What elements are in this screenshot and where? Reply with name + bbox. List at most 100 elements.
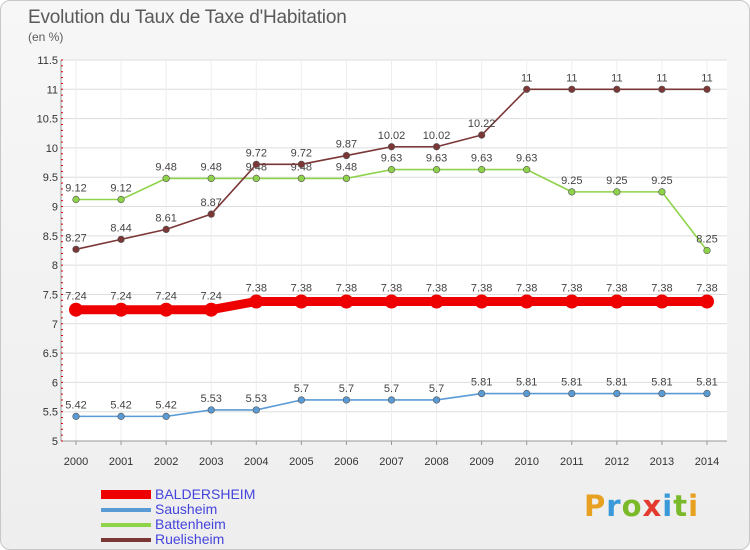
logo-letter: P	[584, 489, 607, 523]
data-point	[252, 174, 260, 183]
data-point	[162, 412, 170, 420]
data-point	[658, 389, 666, 398]
x-tick-label: 2002	[154, 456, 178, 468]
y-tick-label: 6.5	[43, 348, 58, 360]
data-point	[387, 143, 396, 151]
data-label: 5.81	[651, 377, 672, 389]
data-point	[568, 188, 576, 196]
y-tick-label: 5.5	[43, 407, 58, 419]
legend-label: Ruelisheim	[155, 531, 225, 547]
data-label: 7.38	[516, 282, 537, 294]
logo-letter: i	[662, 489, 674, 523]
data-label: 11	[656, 72, 667, 84]
data-label: 8.25	[696, 234, 717, 246]
data-point	[72, 195, 80, 204]
data-label: 5.81	[696, 377, 717, 389]
data-label: 9.72	[246, 147, 267, 159]
data-point	[339, 294, 354, 309]
data-point	[474, 294, 489, 309]
chart-subtitle: (en %)	[28, 30, 64, 44]
data-point	[568, 389, 576, 398]
data-label: 8.27	[65, 232, 86, 244]
data-label: 5.7	[429, 383, 444, 395]
data-point	[478, 389, 486, 398]
data-point	[252, 160, 260, 168]
data-point	[519, 294, 534, 309]
x-tick-label: 2004	[244, 456, 268, 468]
data-label: 9.72	[291, 147, 312, 159]
data-point	[117, 195, 125, 204]
data-point	[387, 396, 396, 404]
legend-item: Ruelisheim	[101, 532, 255, 547]
data-point	[654, 294, 669, 309]
data-point	[207, 210, 215, 218]
data-label: 7.38	[651, 282, 672, 294]
data-point	[478, 131, 486, 139]
data-label: 9.63	[471, 153, 492, 165]
x-tick-label: 2009	[469, 456, 493, 468]
logo-letter: o	[621, 489, 643, 523]
y-tick-label: 11.5	[37, 55, 58, 67]
data-label: 9.12	[65, 183, 86, 195]
x-tick-label: 2013	[650, 456, 674, 468]
y-tick-label: 8.5	[43, 231, 58, 243]
data-label: 5.81	[516, 377, 537, 389]
data-point	[117, 235, 125, 243]
data-label: 9.25	[561, 175, 582, 187]
data-label: 7.24	[110, 291, 131, 303]
x-tick-label: 2001	[109, 456, 133, 468]
y-tick-label: 5	[52, 436, 58, 448]
data-label: 5.7	[294, 383, 309, 395]
data-label: 9.63	[516, 153, 537, 165]
y-tick-label: 7	[52, 319, 58, 331]
x-tick-label: 2000	[64, 456, 88, 468]
logo-letter: t	[673, 489, 689, 523]
data-point	[297, 396, 305, 404]
data-label: 9.48	[155, 161, 176, 173]
data-label: 7.38	[606, 282, 627, 294]
data-point	[207, 174, 215, 183]
data-label: 7.38	[696, 282, 717, 294]
data-point	[613, 389, 621, 398]
data-point	[568, 85, 576, 93]
data-point	[613, 85, 621, 93]
data-point	[613, 188, 621, 196]
legend-swatch	[101, 507, 151, 512]
data-point	[72, 412, 80, 420]
series-sausheim: 5.42 5.42 5.42 5.53 5.53 5.7 5.7 5.7 5.7 5.81 5.81…	[65, 377, 718, 420]
chart-legend: BALDERSHEIM Sausheim Battenheim Ruelisheim	[101, 487, 255, 547]
data-point	[252, 406, 260, 414]
data-point	[658, 188, 666, 196]
data-label: 11	[611, 72, 622, 84]
legend-swatch	[101, 522, 151, 527]
data-point	[387, 166, 396, 174]
legend-swatch	[101, 537, 151, 542]
data-point	[384, 294, 399, 309]
legend-item: BALDERSHEIM	[101, 487, 255, 502]
data-point	[342, 151, 351, 160]
data-point	[297, 160, 305, 168]
data-label: 7.24	[65, 291, 86, 303]
data-point	[523, 85, 531, 93]
data-label: 7.24	[155, 291, 176, 303]
series-baldersheim: 7.24 7.24 7.24 7.24 7.38 7.38 7.38 7.38 7.38 7.38…	[65, 282, 718, 317]
y-tick-label: 11	[47, 84, 58, 96]
data-point	[703, 389, 711, 398]
data-label: 10.02	[423, 130, 451, 142]
x-tick-label: 2010	[514, 456, 538, 468]
data-label: 7.38	[336, 282, 357, 294]
y-tick-label: 10.5	[37, 114, 58, 126]
data-point	[294, 294, 309, 309]
data-label: 8.61	[155, 212, 176, 224]
data-label: 5.7	[384, 383, 399, 395]
data-label: 5.53	[246, 393, 267, 405]
logo-letter: x	[642, 489, 663, 523]
data-label: 9.63	[426, 153, 447, 165]
y-tick-label: 9.5	[43, 172, 58, 184]
x-tick-label: 2005	[289, 456, 313, 468]
x-tick-label: 2003	[199, 456, 223, 468]
data-point	[342, 396, 351, 404]
data-point	[249, 294, 264, 309]
